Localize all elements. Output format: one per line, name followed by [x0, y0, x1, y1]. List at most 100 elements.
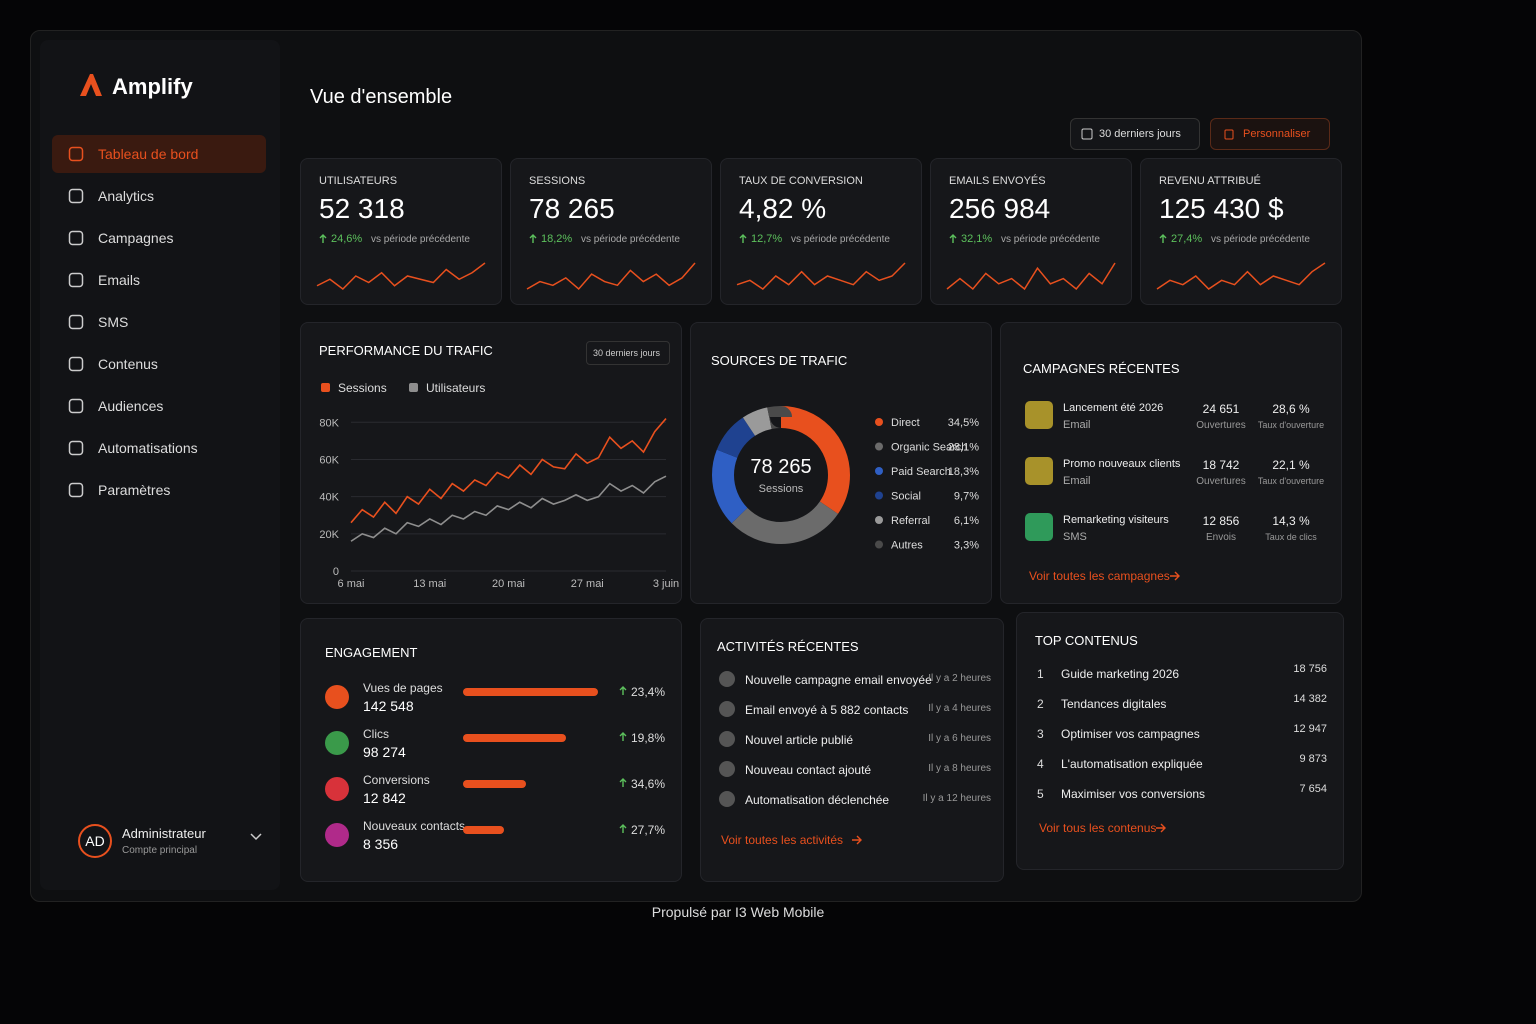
- icon-shape: [68, 356, 84, 372]
- activity-text: Nouvel article publié: [745, 733, 854, 747]
- legend-label: Organic Search: [891, 442, 967, 454]
- kpi-card: SESSIONS 78 265 18,2% vs période précédente: [510, 158, 712, 305]
- card-title: CAMPAGNES RÉCENTES: [1023, 361, 1180, 376]
- content-title: Maximiser vos conversions: [1061, 787, 1206, 801]
- activity-icon: [719, 671, 735, 687]
- activities-link[interactable]: Voir toutes les activités: [721, 833, 844, 847]
- engagement-value: 8 356: [363, 836, 399, 852]
- campaign-rate: 28,6 %: [1272, 402, 1310, 416]
- logo-shape: [80, 74, 102, 96]
- sparkline: [736, 262, 906, 290]
- activity-text: Nouveau contact ajouté: [745, 763, 872, 777]
- activity-icon: [719, 701, 735, 717]
- engagement-change: 27,7%: [631, 823, 666, 837]
- nav-item[interactable]: Paramètres: [52, 471, 266, 509]
- content-value: 14 382: [1293, 693, 1327, 705]
- engagement-change: 34,6%: [631, 777, 666, 791]
- customize-button[interactable]: Personnaliser: [1210, 118, 1330, 150]
- content-title: L'automatisation expliquée: [1061, 757, 1203, 771]
- series-line: [350, 418, 667, 524]
- footer-credit: Propulsé par I3 Web Mobile: [651, 904, 825, 920]
- engagement-card: ENGAGEMENT Vues de pages 142 548 23,4% Clics…: [300, 618, 682, 882]
- nav-icon: [68, 482, 84, 498]
- arrow-shape: [739, 234, 747, 243]
- kpi-note: vs période précédente: [371, 234, 470, 245]
- nav-item[interactable]: SMS: [52, 303, 266, 341]
- kpi-change: 32,1%: [961, 233, 993, 245]
- chart-period-label: 30 derniers jours: [593, 348, 661, 358]
- kpi-note: vs période précédente: [791, 234, 890, 245]
- nav-item[interactable]: Automatisations: [52, 429, 266, 467]
- legend-value: 6,1%: [954, 515, 979, 527]
- legend-value: 18,3%: [948, 466, 979, 478]
- activities-card: ACTIVITÉS RÉCENTES Nouvelle campagne emai…: [700, 618, 1004, 882]
- kpi-label: SESSIONS: [529, 175, 586, 187]
- sparkline: [1156, 262, 1326, 290]
- activity-time: Il y a 6 heures: [928, 733, 991, 744]
- legend-value: 28,1%: [948, 442, 979, 454]
- campaign-metric-label: Ouvertures: [1196, 476, 1246, 487]
- campaign-icon: [1025, 457, 1053, 485]
- user-name: Administrateur: [122, 826, 206, 841]
- icon-shape: [68, 146, 84, 162]
- arrow-shape: [1159, 234, 1167, 243]
- nav-label: Emails: [98, 272, 141, 288]
- arrow-shape: [1170, 571, 1180, 581]
- sparkline: [526, 262, 696, 291]
- page-title: Vue d'ensemble: [310, 86, 453, 108]
- series-line: [350, 475, 667, 542]
- y-tick-label: 60K: [319, 454, 339, 466]
- nav-icon: [68, 272, 84, 288]
- nav-label: Campagnes: [98, 230, 174, 246]
- nav-item[interactable]: Emails: [52, 261, 266, 299]
- icon-shape: [1081, 128, 1093, 140]
- card-title: SOURCES DE TRAFIC: [711, 353, 848, 368]
- period-label: 30 derniers jours: [1099, 128, 1181, 140]
- nav-item[interactable]: Analytics: [52, 177, 266, 215]
- chart-period-select[interactable]: 30 derniers jours: [586, 341, 670, 365]
- nav-item[interactable]: Contenus: [52, 345, 266, 383]
- traffic-card: PERFORMANCE DU TRAFIC 30 derniers jours Se…: [300, 322, 682, 604]
- campaign-name: Promo nouveaux clients: [1063, 458, 1181, 470]
- engagement-bar: [463, 734, 566, 742]
- sparkline-line: [316, 262, 486, 290]
- campaign-rate-label: Taux d'ouverture: [1257, 476, 1325, 486]
- activity-time: Il y a 8 heures: [928, 763, 991, 774]
- arrow-shape: [949, 234, 957, 243]
- legend-label: Referral: [891, 515, 930, 527]
- kpi-value: 52 318: [319, 193, 405, 224]
- y-tick-label: 0: [333, 566, 339, 578]
- engagement-bar: [463, 826, 504, 834]
- kpi-label: REVENU ATTRIBUÉ: [1159, 175, 1261, 187]
- arrow-shape: [619, 686, 627, 695]
- nav-icon: [68, 398, 84, 414]
- arrow-shape: [319, 234, 327, 243]
- nav-icon: [68, 440, 84, 456]
- kpi-label: UTILISATEURS: [319, 175, 398, 187]
- period-select[interactable]: 30 derniers jours: [1070, 118, 1200, 150]
- kpi-value: 125 430 $: [1159, 193, 1284, 224]
- sparkline-line: [1156, 262, 1326, 290]
- y-tick-label: 80K: [319, 417, 339, 429]
- legend-dot: [875, 540, 883, 549]
- x-tick-label: 3 juin: [653, 578, 679, 590]
- nav-icon: [68, 314, 84, 330]
- card-title: PERFORMANCE DU TRAFIC: [319, 343, 493, 358]
- donut-center-value: 78 265: [750, 456, 811, 478]
- activity-icon: [719, 761, 735, 777]
- campaigns-link[interactable]: Voir toutes les campagnes: [1029, 569, 1170, 583]
- nav-item[interactable]: Tableau de bord: [52, 135, 266, 173]
- nav-item[interactable]: Audiences: [52, 387, 266, 425]
- nav-item[interactable]: Campagnes: [52, 219, 266, 257]
- donut-segment: [712, 406, 850, 544]
- campaign-rate: 22,1 %: [1272, 458, 1310, 472]
- kpi-value: 4,82 %: [739, 193, 827, 224]
- icon-shape: [68, 314, 84, 330]
- contents-link[interactable]: Voir tous les contenus: [1039, 821, 1157, 835]
- nav-icon: [68, 356, 84, 372]
- sparkline-line: [946, 262, 1116, 291]
- engagement-icon: [325, 777, 349, 801]
- x-tick-label: 27 mai: [571, 578, 604, 590]
- user-menu-chevron: [250, 833, 262, 841]
- content-rank: 1: [1037, 667, 1044, 681]
